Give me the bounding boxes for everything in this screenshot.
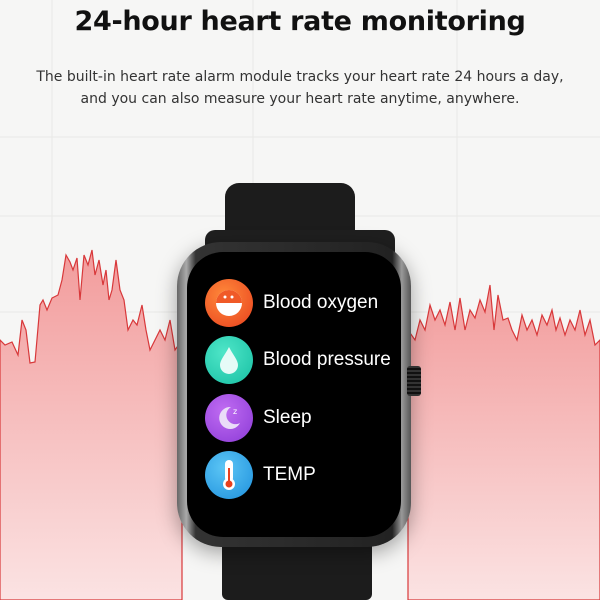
menu-item-temp[interactable]: TEMP bbox=[205, 451, 316, 499]
thermometer-icon bbox=[205, 451, 253, 499]
description-line: The built-in heart rate alarm module tra… bbox=[36, 69, 564, 85]
water-drop-icon bbox=[205, 336, 253, 384]
menu-item-blood-oxygen[interactable]: Blood oxygen bbox=[205, 279, 378, 327]
menu-item-label: Blood oxygen bbox=[263, 292, 379, 313]
menu-item-blood-pressure[interactable]: Blood pressure bbox=[205, 336, 391, 384]
waveform-right bbox=[407, 284, 600, 600]
description-line: and you can also measure your heart rate… bbox=[80, 91, 520, 107]
blood-oxygen-icon bbox=[205, 279, 253, 327]
page-description: The built-in heart rate alarm module tra… bbox=[0, 66, 600, 110]
moon-sleep-icon: z bbox=[205, 394, 253, 442]
menu-item-label: Blood pressure bbox=[263, 349, 391, 370]
waveform-left bbox=[0, 249, 183, 600]
page-title: 24-hour heart rate monitoring bbox=[74, 6, 526, 37]
menu-item-sleep[interactable]: z Sleep bbox=[205, 394, 312, 442]
menu-item-label: Sleep bbox=[263, 407, 312, 428]
menu-item-label: TEMP bbox=[263, 464, 316, 485]
svg-text:z: z bbox=[233, 407, 237, 416]
watch-crown[interactable] bbox=[407, 366, 421, 396]
